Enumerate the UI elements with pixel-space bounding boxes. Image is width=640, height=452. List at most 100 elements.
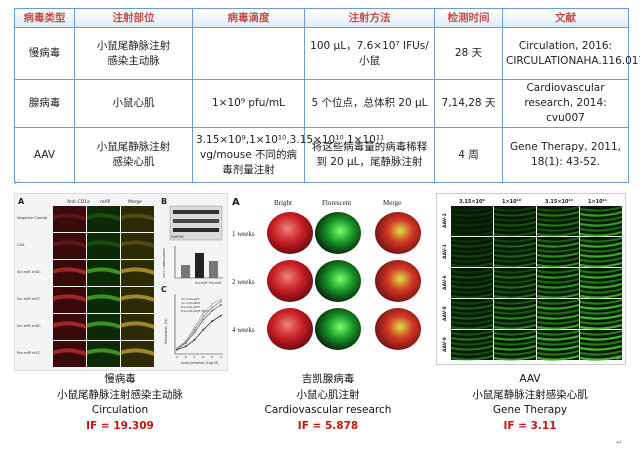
figure-aav: 3.15×10⁹ 1×10¹⁰ 3.15×10¹⁰ 1×10¹¹ AAV-2 AAV-1…	[436, 193, 626, 365]
cell-titer	[192, 27, 305, 80]
fluorescence-cell	[537, 206, 579, 236]
fluorescence-cell	[537, 237, 579, 267]
x-tick-label: -7	[193, 355, 196, 359]
line-point	[211, 309, 214, 312]
heart-image	[267, 260, 313, 302]
caption-aav: AAV 小鼠尾静脉注射感染心肌 Gene Therapy IF = 3.11	[436, 372, 624, 434]
bar	[195, 253, 204, 278]
adenovirus-figure-svg: A Bright Florescent Merge 1 weeks 2 weeks…	[232, 197, 421, 350]
header-detection-time: 检测时间	[434, 8, 503, 28]
row-labels: Negative Control CXA Scr-miR mDC Scr-miR mF…	[17, 216, 47, 355]
bar-category-label: Pre-miR	[209, 281, 222, 285]
virus-table: 病毒类型 注射部位 病毒滴度 注射方法 检测时间 文献 慢病毒 小鼠尾静脉注射感…	[14, 8, 640, 183]
dose-header: 1×10¹⁰	[502, 199, 521, 205]
header-titer: 病毒滴度	[192, 8, 305, 28]
impact-factor: IF = 3.11	[503, 419, 557, 432]
line-point	[193, 338, 196, 341]
table-header-row: 病毒类型 注射部位 病毒滴度 注射方法 检测时间 文献	[14, 8, 629, 28]
header-method: 注射方法	[304, 8, 435, 28]
line-series	[176, 304, 222, 350]
cell-time: 4 周	[434, 127, 503, 183]
heart-image	[267, 308, 313, 350]
header-virus-type: 病毒类型	[14, 8, 75, 28]
blot-band-label: GAPDH	[171, 235, 184, 239]
heart-image-grid: 1 weeks 2 weeks 4 weeks	[232, 212, 421, 350]
line-series	[176, 315, 222, 351]
row-label: AAV-6	[442, 275, 448, 290]
cell-virus: 腺病毒	[14, 79, 75, 128]
row-label: AAV-9	[442, 337, 448, 352]
micrograph-cell	[121, 233, 154, 259]
cell-titer: 1×10⁹ pfu/mL	[192, 79, 305, 128]
caption-name: 吉凯腺病毒	[301, 373, 355, 385]
micrograph-cell	[87, 233, 120, 259]
line-point	[202, 318, 205, 321]
bar	[209, 261, 218, 278]
line-point	[220, 304, 222, 306]
line-chart-ylabel: Relaxation (%)	[164, 318, 168, 344]
fluorescence-grid: AAV-2 AAV-1 AAV-6 AAV-8 AAV-9	[442, 205, 623, 361]
paragraph-mark: ↵	[14, 178, 21, 187]
legend-entry: Pre-miR+GFP	[181, 305, 200, 309]
legend-entry: Scr-miR+NO5	[181, 301, 200, 305]
cell-method: 100 μL，7.6×10⁷ IFUs/小鼠	[304, 27, 435, 80]
line-point	[211, 320, 214, 323]
impact-factor: IF = 19.309	[86, 419, 154, 432]
dose-header: 3.15×10¹⁰	[545, 199, 573, 205]
line-point	[176, 347, 178, 349]
row-label: Scr-miR mDC	[17, 324, 41, 328]
row-label: Scr-miR mDC	[17, 270, 41, 274]
col-header: Bright	[274, 199, 292, 207]
line-point	[193, 331, 196, 334]
x-tick-label: -6	[201, 355, 204, 359]
x-tick-label: -8	[184, 355, 187, 359]
line-point	[184, 345, 187, 348]
bar	[181, 265, 190, 278]
bar-chart: AAT1 mRNA/GAPDH Scr-miR Pre-miR	[162, 246, 223, 285]
col-header: Florescent	[322, 199, 351, 207]
table-row: 腺病毒 小鼠心肌 1×10⁹ pfu/mL 5 个位点，总体积 20 μL 7,…	[14, 79, 629, 128]
site-line: 小鼠尾静脉注射	[96, 141, 171, 153]
svg-text:A: A	[18, 197, 25, 206]
col-header: Merge	[383, 199, 401, 207]
cell-site: 小鼠尾静脉注射 感染心肌	[74, 127, 193, 183]
cell-titer: 3.15×10⁹,1×10¹⁰,3.15×10¹⁰,1×10¹¹ vg/mous…	[192, 127, 384, 183]
cell-method: 将这些病毒量的病毒稀释到 20 μL，尾静脉注射	[304, 127, 435, 183]
line-point	[211, 306, 214, 309]
x-tick-label: -4	[219, 355, 222, 359]
cell-reference: Circulation, 2016: CIRCULATIONAHA.116.01…	[502, 27, 640, 80]
cell-time: 7,14,28 天	[434, 79, 503, 128]
cell-virus: 慢病毒	[14, 27, 75, 80]
caption-adenovirus: 吉凯腺病毒 小鼠心肌注射 Cardiovascular research IF …	[228, 372, 428, 434]
micrograph-cell	[87, 206, 120, 232]
legend-entry: Scr-miR+GFP	[181, 297, 200, 301]
fluorescence-cell	[451, 268, 493, 298]
micrograph-cell	[53, 233, 86, 259]
header-reference: 文献	[502, 8, 629, 28]
caption-journal: Cardiovascular research	[264, 404, 392, 416]
fluorescence-cell	[494, 206, 536, 236]
fluorescence-cell	[580, 206, 622, 236]
header-injection-site: 注射部位	[74, 8, 193, 28]
fluorescence-cell	[494, 237, 536, 267]
row-label: Negative Control	[17, 216, 47, 220]
line-point	[202, 328, 205, 331]
western-blot: GAPDH	[169, 205, 223, 241]
impact-factor: IF = 5.878	[297, 419, 359, 432]
paragraph-mark: ↵	[616, 438, 623, 447]
line-chart-xlabel: Acetylcholine (Log M)	[181, 361, 219, 365]
row-label: Pre-miR mFC	[17, 351, 41, 355]
line-point	[220, 300, 222, 303]
row-label: AAV-2	[442, 213, 448, 228]
aav-figure-svg: 3.15×10⁹ 1×10¹⁰ 3.15×10¹⁰ 1×10¹¹ AAV-2 AAV-1…	[442, 199, 623, 361]
row-label: Scr-miR mFC	[17, 297, 41, 301]
caption-site: 小鼠尾静脉注射感染心肌	[472, 388, 588, 401]
micrograph-cell	[121, 206, 154, 232]
heart-image	[267, 212, 313, 254]
x-tick-label: -5	[210, 355, 213, 359]
line-point	[202, 315, 205, 318]
line-series	[176, 299, 222, 349]
cell-virus: AAV	[14, 127, 75, 183]
fluorescence-cell	[451, 299, 493, 329]
